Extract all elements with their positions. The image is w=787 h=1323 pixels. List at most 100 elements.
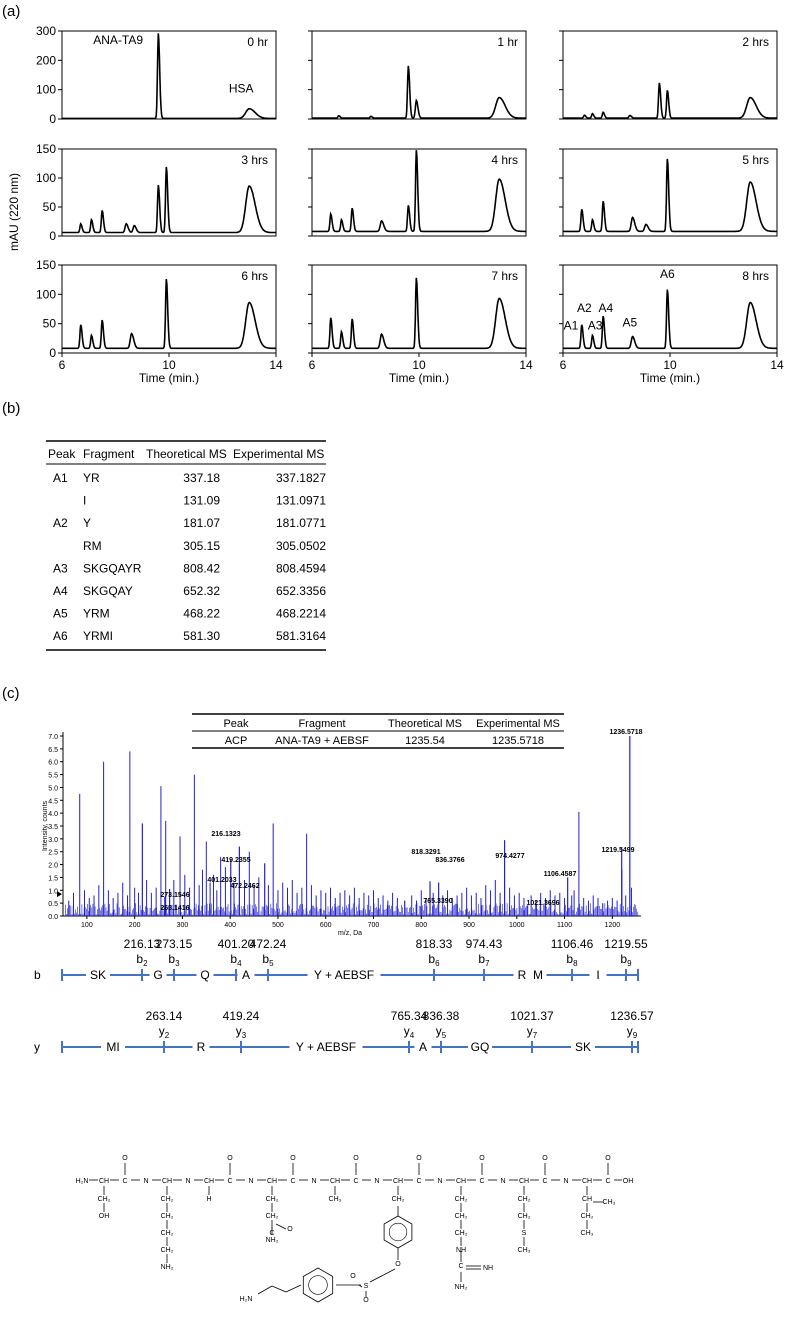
y-ion-mass: 836.38: [423, 1009, 460, 1023]
y-tick-label: 6.0: [48, 760, 58, 767]
b-segment-label: M: [533, 968, 543, 982]
y-segment-label: MI: [106, 1040, 119, 1054]
y-segment-label: SK: [575, 1040, 591, 1054]
table-cell: 808.42: [183, 561, 220, 575]
b-ion-index: 2: [143, 959, 148, 968]
b-segment-label: Y + AEBSF: [314, 968, 374, 982]
plot-frame: [61, 148, 277, 237]
y-tick-label: 0: [49, 112, 56, 126]
y-ion-mass: 419.24: [223, 1009, 260, 1023]
b-segment-gap: [86, 967, 110, 983]
b-segment-gap: [513, 967, 531, 983]
y-tick-label: 0: [49, 229, 56, 243]
y-segment-label: Y + AEBSF: [296, 1040, 356, 1054]
y-ion-name: y4: [404, 1024, 415, 1040]
backbone-atom: N: [437, 1178, 442, 1185]
ms-peak-label: 216.1323: [211, 831, 240, 838]
chromatogram-trace: [62, 166, 276, 234]
backbone-atom: CH: [330, 1178, 340, 1185]
ms-table-header: Peak: [223, 718, 249, 730]
table-cell: A2: [53, 516, 68, 530]
chromatogram-trace: [312, 150, 526, 233]
y-tick-label: 5.5: [48, 773, 58, 780]
ms-table: Peak Fragment Theoretical MS Experimental M…: [192, 713, 564, 749]
b-ladder-label: b: [34, 968, 41, 982]
panel-label-b: (b): [2, 400, 20, 417]
b-ion-index: 4: [237, 959, 242, 968]
backbone-atom: C: [122, 1178, 127, 1185]
y-tick-label: 3.0: [48, 837, 58, 844]
chromatogram-trace: [563, 289, 777, 350]
y-ion-name: y3: [236, 1024, 247, 1040]
b-ion-name: b7: [478, 952, 490, 968]
peak-annotation: A6: [660, 267, 675, 281]
x-tick-label: 600: [320, 922, 332, 929]
carbonyl-oxygen: O: [605, 1155, 611, 1162]
b-ion-name: b3: [168, 952, 180, 968]
table-cell: A4: [53, 584, 68, 598]
chromatogram-panel-0: 0 hr ANA-TA9 HSA 0 100 200 300: [36, 24, 277, 126]
backbone-atom: C: [227, 1178, 232, 1185]
b-ion-mass: 1106.46: [551, 937, 594, 951]
table-cell: 181.07: [183, 516, 220, 530]
table-cell: A5: [53, 607, 68, 621]
y-tick-label: 0.0: [48, 914, 58, 921]
x-tick-label: 6: [59, 358, 66, 372]
guanidine-imine: NH: [483, 1265, 493, 1272]
y-ion-name: y2: [159, 1024, 170, 1040]
backbone-atom: C: [479, 1178, 484, 1185]
x-tick-label: 100: [81, 922, 93, 929]
aebsf-amine: H₂N: [240, 1296, 253, 1303]
y-tick-label: 4.0: [48, 811, 58, 818]
side-chain-atom: CH₂: [455, 1230, 468, 1237]
chromatogram-panel-8: 8 hrs A1 A2 A3 A4 A5 A6 6 10 14 Time (min.): [559, 264, 784, 385]
table-cell: 652.3356: [276, 584, 326, 598]
fragment-table: Peak Fragment Theoretical MS Experimental M…: [46, 440, 326, 651]
b-ion-name: b4: [230, 952, 242, 968]
panel-label-c: (c): [2, 685, 20, 702]
y-tick-label: 100: [36, 171, 56, 185]
time-label: 0 hr: [247, 35, 268, 49]
y-ladder-label: y: [34, 1040, 40, 1054]
b-segment-label: G: [153, 968, 162, 982]
amide-oxygen: O: [287, 1226, 293, 1233]
b-ion-index: 6: [435, 959, 440, 968]
side-chain-atom: CH₂: [518, 1213, 531, 1220]
chemical-structure: H₂N CH CON CH N CH CON CH CON CH CON CH CON CH CON CH CO…: [76, 1155, 634, 1304]
ms-spectrum: Peak Fragment Theoretical MS Experimental M…: [42, 713, 643, 937]
carbonyl-oxygen: O: [227, 1155, 233, 1162]
table-cell: A3: [53, 561, 68, 575]
y-tick-label: 50: [43, 200, 57, 214]
table-cell: I: [83, 494, 86, 508]
x-tick-label: 1100: [557, 922, 572, 929]
y-segment-label: A: [419, 1040, 427, 1054]
side-chain-atom: CH₂: [455, 1213, 468, 1220]
y-tick-label: 50: [43, 317, 57, 331]
y-ion-index: 5: [442, 1031, 447, 1040]
sulfonyl-oxygen: O: [363, 1297, 369, 1304]
y-ion-index: 7: [533, 1031, 538, 1040]
amide-amine: NH₂: [266, 1237, 279, 1244]
time-label: 3 hrs: [241, 153, 268, 167]
table-cell: 581.30: [183, 629, 220, 643]
ms-table-cell: 1235.5718: [492, 735, 544, 747]
chromatogram-trace: [312, 277, 526, 350]
ms-peak-label: 263.1416: [160, 905, 189, 912]
y-tick-label: 100: [36, 83, 56, 97]
y-ion-index: 2: [165, 1031, 170, 1040]
backbone-atom: C: [353, 1178, 358, 1185]
chromatogram-panel-6: 6 hrs 0 50 100 150 6 10 14 Time (min.): [36, 258, 283, 385]
side-chain-atom: CH₂: [392, 1196, 405, 1203]
b-ion-index: 7: [485, 959, 490, 968]
plot-frame: [562, 30, 778, 120]
chromatogram-panel-7: 7 hrs 6 10 14 Time (min.): [308, 264, 533, 385]
table-cell: 305.15: [183, 539, 220, 553]
peak-annotation: HSA: [229, 82, 254, 96]
side-chain-atom: CH₂: [161, 1230, 174, 1237]
b-ion-mass: 818.33: [416, 937, 453, 951]
chromatogram-trace: [312, 65, 526, 119]
panel-label-a: (a): [2, 3, 20, 20]
y-tick-label: 1.5: [48, 875, 58, 882]
chromatogram-trace: [62, 33, 276, 120]
